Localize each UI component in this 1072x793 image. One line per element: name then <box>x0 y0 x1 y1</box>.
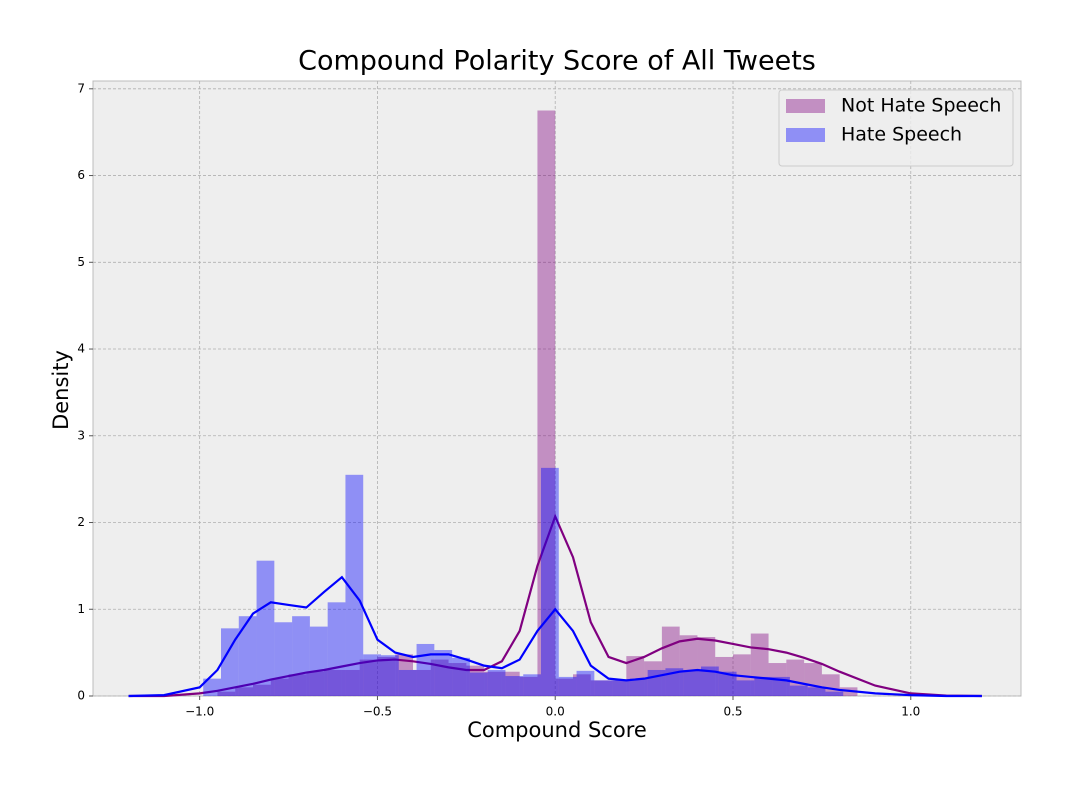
histogram-bar <box>523 674 541 696</box>
histogram-bar <box>665 668 684 696</box>
histogram-bar <box>558 676 577 696</box>
histogram-bar <box>519 676 538 696</box>
plot-area <box>92 80 1022 697</box>
histogram-bar <box>590 680 609 696</box>
y-tick-label: 0 <box>77 689 85 703</box>
histogram-bar <box>786 659 805 696</box>
histogram-bar <box>430 659 449 696</box>
histogram-bar <box>238 616 257 696</box>
histogram-bar <box>718 671 737 696</box>
histogram-bar <box>608 680 627 696</box>
legend: Not Hate Speech Hate Speech <box>778 89 1014 167</box>
histogram-bar <box>701 666 719 696</box>
histogram-bar <box>647 669 666 696</box>
histogram-bar <box>341 669 360 696</box>
histogram-bar <box>469 672 488 696</box>
histogram-bar <box>221 628 239 696</box>
histogram-bar <box>541 467 559 696</box>
histogram-bar <box>644 661 662 696</box>
histogram-bar <box>359 659 378 696</box>
x-tick-label: −0.5 <box>363 705 392 719</box>
histogram-bar <box>594 680 613 696</box>
kde-line <box>128 575 982 698</box>
histogram-bar <box>274 622 293 696</box>
y-tick-label: 4 <box>77 342 85 356</box>
histogram-bar <box>612 680 630 696</box>
y-tick-label: 7 <box>77 81 85 95</box>
y-tick-label: 5 <box>77 255 85 269</box>
histogram-bar <box>203 678 221 696</box>
histogram-bar <box>555 678 573 696</box>
y-tick-label: 6 <box>77 168 85 182</box>
histogram-bar <box>736 680 755 696</box>
histogram-bar <box>235 687 253 696</box>
histogram-bar <box>345 474 364 696</box>
histogram-bar <box>825 691 844 696</box>
legend-swatch <box>786 128 825 142</box>
histogram-bar <box>804 663 822 696</box>
histogram-bar <box>306 671 325 696</box>
histogram-bar <box>413 669 431 696</box>
histogram-bar <box>363 654 381 696</box>
histogram-bar <box>288 674 307 696</box>
y-axis-label: Density <box>49 350 73 430</box>
histogram-bar <box>626 656 645 696</box>
histogram-bar <box>501 671 520 696</box>
histogram-bar <box>505 676 524 696</box>
histogram-bar <box>309 626 328 696</box>
histogram-bar <box>484 671 502 696</box>
histogram-bar <box>217 691 236 696</box>
histogram-bar <box>327 602 346 696</box>
histogram-bar <box>452 657 470 696</box>
histogram-bar <box>395 654 413 696</box>
y-tick-label: 1 <box>77 602 85 616</box>
kde-line <box>128 513 982 698</box>
histogram-bar <box>434 650 453 696</box>
marks <box>128 110 982 698</box>
y-tick-label: 3 <box>77 428 85 442</box>
x-tick-label: 0.5 <box>723 705 742 719</box>
histogram-bar <box>416 643 435 696</box>
histogram-bar <box>629 678 648 696</box>
histogram-bar <box>679 635 698 696</box>
histogram-bar <box>754 676 773 696</box>
legend-box <box>778 89 1014 167</box>
histogram-bar <box>715 656 733 696</box>
histogram-bar <box>537 110 556 696</box>
legend-label: Not Hate Speech <box>841 95 1001 117</box>
grid <box>93 81 1021 697</box>
x-tick-label: 1.0 <box>901 705 920 719</box>
histogram-bar <box>487 669 506 696</box>
histogram-bar <box>697 637 716 696</box>
histogram-bar <box>789 685 808 696</box>
histogram-bar <box>573 674 591 696</box>
histogram-bar <box>377 656 396 696</box>
x-axis-label: Compound Score <box>467 718 647 742</box>
histogram-bar <box>256 560 275 696</box>
histogram-bar <box>448 663 467 696</box>
histogram-bar <box>292 616 310 696</box>
x-tick-label: 0.0 <box>546 705 565 719</box>
y-tick-label: 2 <box>77 515 85 529</box>
histogram-bar <box>683 669 701 696</box>
histogram-bar <box>821 674 840 696</box>
histogram-bar <box>270 678 289 696</box>
histogram-bar <box>576 670 595 696</box>
histogram-bar <box>466 665 485 696</box>
histogram-bar <box>398 669 417 696</box>
histogram-bar <box>253 684 271 696</box>
histogram-bar <box>324 669 342 696</box>
chart-title: Compound Polarity Score of All Tweets <box>298 46 816 77</box>
x-tick-label: −1.0 <box>185 705 214 719</box>
histogram-bar <box>772 676 790 696</box>
histogram-bar <box>381 655 399 696</box>
histogram-bar <box>807 687 826 696</box>
legend-label: Hate Speech <box>841 124 962 146</box>
legend-swatch <box>786 99 825 113</box>
